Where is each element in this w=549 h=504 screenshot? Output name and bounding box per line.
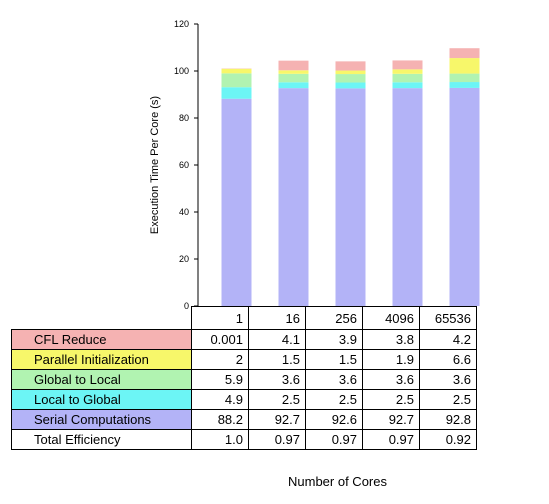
- table-row: CFL Reduce 0.001 4.1 3.9 3.8 4.2: [11, 329, 477, 350]
- table-cell: 2.5: [305, 389, 363, 410]
- table-cell: 4.9: [191, 389, 249, 410]
- row-label: Total Efficiency: [11, 429, 192, 450]
- bar-segment-2-col-2: [278, 82, 309, 89]
- table-cell: 3.6: [305, 369, 363, 390]
- bar-segment-1-col-4: [392, 88, 423, 306]
- table-cell: 0.97: [248, 429, 306, 450]
- chart-plot: 0 20 40 60 80 100 120 Execution Time Per Core …: [149, 19, 480, 311]
- table-cell: 1.5: [305, 349, 363, 370]
- y-tick-label: 100: [174, 66, 189, 76]
- table-cell: 92.7: [248, 409, 306, 430]
- table-cell: 2.5: [419, 389, 477, 410]
- bar-segment-3-col-5: [449, 73, 480, 83]
- table-header-cell: 256: [305, 306, 363, 330]
- table-row: Total Efficiency 1.0 0.97 0.97 0.97 0.92: [11, 429, 477, 450]
- table-cell: 6.6: [419, 349, 477, 370]
- table-header-cell: 65536: [419, 306, 477, 330]
- table-header-cell: 1: [191, 306, 249, 330]
- table-cell: 3.6: [419, 369, 477, 390]
- table-cell: 0.001: [191, 329, 249, 350]
- table-cell: 0.97: [362, 429, 420, 450]
- bar-segment-2-col-3: [335, 82, 366, 89]
- bar-segment-5-col-4: [392, 60, 423, 70]
- x-axis-title: Number of Cores: [288, 474, 387, 489]
- bar-segment-2-col-4: [392, 82, 423, 89]
- y-tick-label: 40: [179, 207, 189, 217]
- bar-segment-3-col-2: [278, 73, 309, 83]
- table-cell: 92.8: [419, 409, 477, 430]
- bar-segment-2-col-5: [449, 82, 480, 88]
- bar-segment-1-col-5: [449, 87, 480, 306]
- y-tick-label: 0: [184, 301, 189, 311]
- table-header-cell: 16: [248, 306, 306, 330]
- table-cell: 1.5: [248, 349, 306, 370]
- table-header-cell: 4096: [362, 306, 420, 330]
- bar-segment-5-col-2: [278, 60, 309, 71]
- table-cell: 92.6: [305, 409, 363, 430]
- table-row: Local to Global 4.9 2.5 2.5 2.5 2.5: [11, 389, 477, 410]
- bar-segment-5-col-5: [449, 48, 480, 59]
- y-axis-ticks: 0 20 40 60 80 100 120: [174, 19, 198, 311]
- table-cell: 4.1: [248, 329, 306, 350]
- bar-segment-3-col-3: [335, 74, 366, 83]
- table-cell: 0.92: [419, 429, 477, 450]
- bar-group: [221, 48, 480, 306]
- table-cell: 3.8: [362, 329, 420, 350]
- table-cell: 2.5: [248, 389, 306, 410]
- bar-segment-1-col-3: [335, 88, 366, 306]
- bar-segment-4-col-3: [335, 70, 366, 75]
- row-label: Parallel Initialization: [11, 349, 192, 370]
- bar-segment-2-col-1: [221, 87, 252, 99]
- table-cell: 3.6: [362, 369, 420, 390]
- row-label: Global to Local: [11, 369, 192, 390]
- table-cell: 5.9: [191, 369, 249, 390]
- bar-segment-4-col-5: [449, 58, 480, 74]
- table-cell: 0.97: [305, 429, 363, 450]
- bar-segment-1-col-2: [278, 88, 309, 306]
- table-cell: 3.6: [248, 369, 306, 390]
- table-header-row: 1 16 256 4096 65536: [12, 306, 477, 330]
- bar-segment-4-col-1: [221, 68, 252, 74]
- bar-segment-4-col-4: [392, 69, 423, 74]
- table-cell: 88.2: [191, 409, 249, 430]
- table-cell: 1.9: [362, 349, 420, 370]
- bar-segment-1-col-1: [221, 98, 252, 306]
- data-table: 1 16 256 4096 65536 CFL Reduce 0.001 4.1 3.9 3.8 4…: [11, 306, 477, 450]
- table-cell: 2.5: [362, 389, 420, 410]
- y-axis-title: Execution Time Per Core (s): [149, 96, 161, 234]
- row-label: CFL Reduce: [11, 329, 192, 350]
- table-row: Serial Computations 88.2 92.7 92.6 92.7 92.8: [11, 409, 477, 430]
- table-cell: 2: [191, 349, 249, 370]
- table-cell: 1.0: [191, 429, 249, 450]
- y-tick-label: 60: [179, 160, 189, 170]
- y-tick-label: 20: [179, 254, 189, 264]
- y-tick-label: 120: [174, 19, 189, 29]
- bar-segment-3-col-1: [221, 73, 252, 88]
- bar-segment-5-col-3: [335, 61, 366, 71]
- table-cell: 4.2: [419, 329, 477, 350]
- table-row: Parallel Initialization 2 1.5 1.5 1.9 6.6: [11, 349, 477, 370]
- row-label: Serial Computations: [11, 409, 192, 430]
- y-tick-label: 80: [179, 113, 189, 123]
- table-cell: 3.9: [305, 329, 363, 350]
- table-cell: 92.7: [362, 409, 420, 430]
- row-label: Local to Global: [11, 389, 192, 410]
- table-row: Global to Local 5.9 3.6 3.6 3.6 3.6: [11, 369, 477, 390]
- bar-segment-3-col-4: [392, 73, 423, 83]
- bar-segment-4-col-2: [278, 70, 309, 74]
- table-corner-blank: [12, 307, 192, 330]
